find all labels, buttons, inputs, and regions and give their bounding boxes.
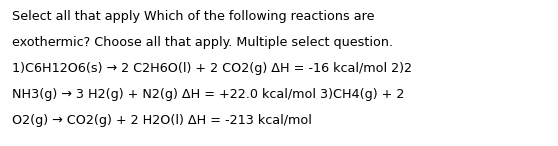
Text: NH3(g) → 3 H2(g) + N2(g) ΔH = +22.0 kcal/mol 3)CH4(g) + 2: NH3(g) → 3 H2(g) + N2(g) ΔH = +22.0 kcal…: [12, 88, 405, 101]
Text: exothermic? Choose all that apply. Multiple select question.: exothermic? Choose all that apply. Multi…: [12, 36, 393, 49]
Text: 1)C6H12O6(s) → 2 C2H6O(l) + 2 CO2(g) ΔH = -16 kcal/mol 2)2: 1)C6H12O6(s) → 2 C2H6O(l) + 2 CO2(g) ΔH …: [12, 62, 412, 75]
Text: O2(g) → CO2(g) + 2 H2O(l) ΔH = -213 kcal/mol: O2(g) → CO2(g) + 2 H2O(l) ΔH = -213 kcal…: [12, 114, 312, 127]
Text: Select all that apply Which of the following reactions are: Select all that apply Which of the follo…: [12, 10, 374, 23]
